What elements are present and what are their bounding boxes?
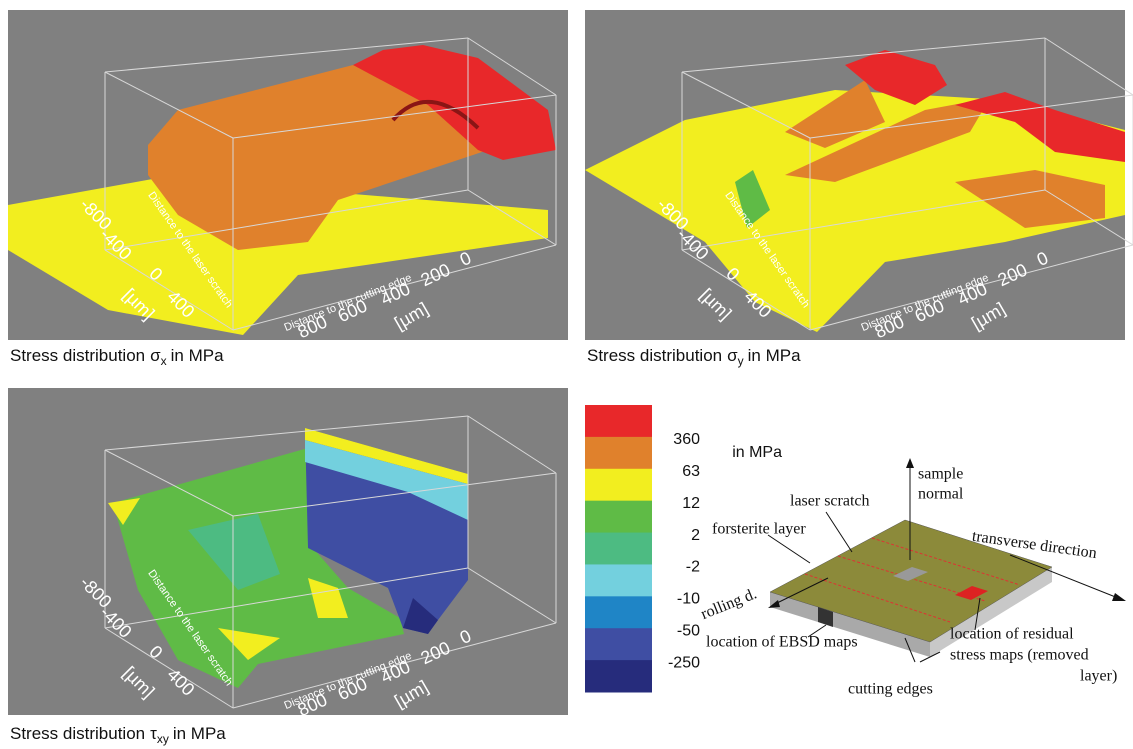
caption: Stress distribution σx in MPa	[10, 346, 224, 368]
colorbar-label: 63	[682, 463, 700, 480]
colorbar-label: 2	[691, 527, 700, 544]
caption-text: Stress distribution	[10, 724, 145, 743]
schematic-label: location of residual	[950, 626, 1074, 643]
colorbar-band	[585, 405, 652, 437]
arrowhead	[906, 458, 914, 468]
schematic-label: layer)	[1080, 668, 1117, 685]
colorbar-label: -2	[686, 559, 700, 576]
schematic-label: laser scratch	[790, 493, 870, 510]
colorbar-label: 12	[682, 495, 700, 512]
colorbar-band	[585, 469, 652, 501]
caption-subscript: y	[738, 354, 744, 368]
leader	[768, 535, 810, 563]
colorbar-label: -250	[668, 654, 700, 671]
caption: Stress distribution σy in MPa	[587, 346, 801, 368]
caption-unit: in MPa	[171, 346, 224, 365]
colorbar-band	[585, 596, 652, 628]
page: { "panels": [ {"caption": {"text": "Stre…	[0, 0, 1133, 749]
colorbar-label: -50	[677, 622, 700, 639]
caption-subscript: xy	[157, 732, 169, 746]
colorbar-unit: in MPa	[732, 444, 782, 461]
caption-unit: in MPa	[748, 346, 801, 365]
colorbar-band	[585, 628, 652, 660]
schematic-label: location of EBSD maps	[706, 634, 858, 651]
caption-text: Stress distribution	[10, 346, 145, 365]
figure: -800-4000400[µm]Distance to the laser sc…	[0, 0, 1133, 749]
schematic-label: cutting edges	[848, 681, 933, 698]
leader	[826, 512, 852, 552]
schematic-label: stress maps (removed	[950, 647, 1089, 664]
schematic-label: sample	[918, 466, 963, 483]
caption-text: Stress distribution	[587, 346, 722, 365]
caption-symbol: σ	[150, 346, 161, 365]
schematic-label: normal	[918, 486, 964, 503]
colorbar-band	[585, 564, 652, 596]
caption-symbol: σ	[727, 346, 738, 365]
schematic-label: rolling d.	[699, 585, 760, 623]
caption-subscript: x	[161, 354, 167, 368]
schematic-label: forsterite layer	[712, 521, 806, 538]
arrowhead	[1112, 593, 1126, 601]
colorbar-band	[585, 437, 652, 469]
colorbar-band	[585, 501, 652, 533]
colorbar-label: -10	[677, 591, 700, 608]
colorbar-label: 360	[673, 431, 700, 448]
caption-unit: in MPa	[173, 724, 226, 743]
colorbar-band	[585, 660, 652, 692]
colorbar-band	[585, 533, 652, 565]
